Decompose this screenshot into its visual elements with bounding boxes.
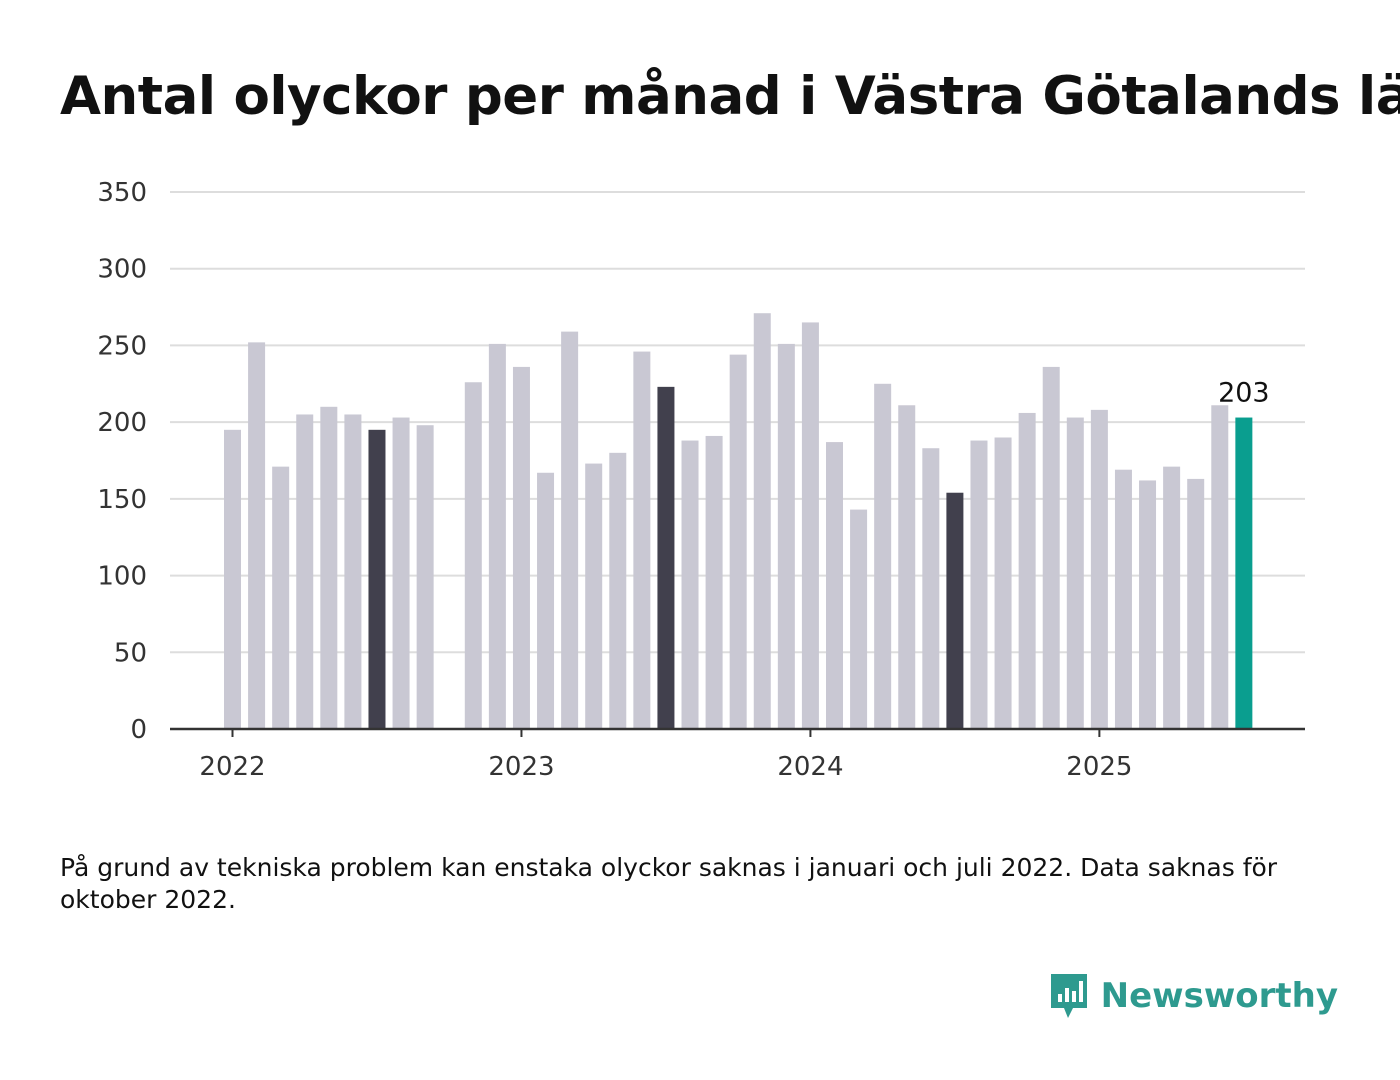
brand-logo: Newsworthy [1049,972,1338,1020]
y-tick-label: 350 [97,178,147,208]
bar [874,383,892,729]
bar [609,452,627,729]
bar [970,440,988,729]
bar [946,492,964,729]
x-tick-label: 2024 [777,752,843,782]
bar [801,322,819,729]
y-tick-label: 100 [97,562,147,592]
y-tick-label: 50 [114,638,147,668]
bar [633,351,651,729]
chart-title: Antal olyckor per månad i Västra Götalan… [60,66,1400,127]
bar [224,429,241,729]
bar [1163,466,1181,729]
x-tick-label: 2023 [488,752,554,782]
bar [922,448,940,729]
bar [368,429,386,729]
bar [488,343,506,729]
bar [585,463,603,729]
bar [416,425,434,729]
y-tick-label: 0 [130,715,147,745]
bar [657,386,675,729]
bar [1018,412,1036,729]
bar [392,417,410,729]
bar [1090,409,1108,729]
bar [705,435,723,729]
bar-chart: 0 50 100 150 200 250 300 350 2022 2023 2024 2025 203 [97,178,1305,782]
bar [777,343,795,729]
bar [464,382,482,729]
x-tick-label: 2025 [1066,752,1132,782]
bar [1114,469,1132,729]
bar [272,466,290,729]
bar [1211,405,1229,729]
bar [994,437,1012,729]
brand-name: Newsworthy [1100,976,1338,1016]
bar [561,331,579,729]
bar [1139,480,1157,729]
bar [681,440,699,729]
bar [1235,417,1253,729]
data-label: 203 [1218,378,1270,409]
bar [729,354,747,729]
bar [512,366,530,729]
y-tick-label: 300 [97,255,147,285]
bar [1042,366,1060,729]
bar [248,342,266,729]
bar [1187,478,1205,729]
bar [344,414,362,729]
bar [537,472,555,729]
footnote: På grund av tekniska problem kan enstaka… [60,853,1278,914]
bar [753,313,771,729]
bar [1066,417,1084,729]
y-tick-label: 200 [97,408,147,438]
y-tick-label: 250 [97,331,147,361]
y-tick-label: 150 [97,485,147,515]
bar [898,405,916,729]
bar [826,442,843,729]
x-tick-label: 2022 [199,752,265,782]
bar [296,414,314,729]
bar-chart-speech-bubble-icon [1050,974,1087,1018]
bar [320,406,338,729]
bar [850,509,868,729]
